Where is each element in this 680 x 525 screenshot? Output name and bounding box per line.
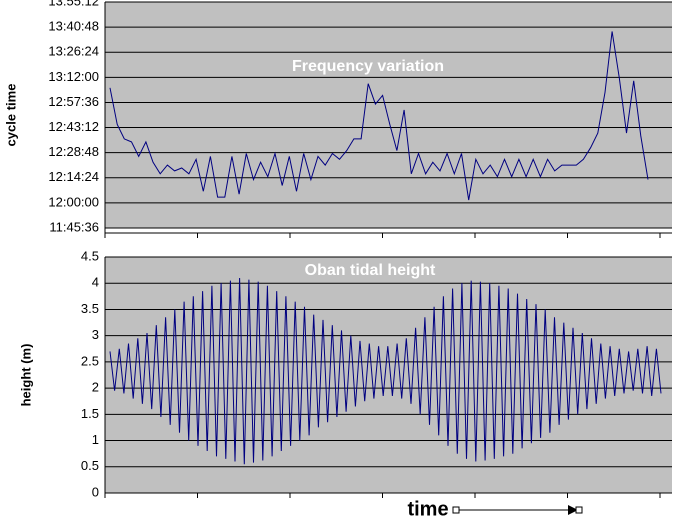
plot-area [105, 2, 672, 228]
chart-title: Oban tidal height [305, 262, 436, 279]
y-tick-label: 12:00:00 [48, 194, 99, 209]
y-tick-label: 4 [92, 275, 99, 290]
y-tick-label: 12:28:48 [48, 144, 99, 159]
arrow-head [568, 505, 578, 515]
data-line [109, 277, 662, 465]
y-tick-label: 1 [92, 432, 99, 447]
y-tick-label: 12:57:36 [48, 94, 99, 109]
y-tick-label: 3 [92, 327, 99, 342]
y-tick-label: 0 [92, 484, 99, 499]
y-tick-label: 13:26:24 [48, 44, 99, 59]
y-tick-label: 12:14:24 [48, 169, 99, 184]
y-tick-label: 13:40:48 [48, 19, 99, 34]
annotation: time [407, 498, 448, 520]
y-tick-label: 0.5 [81, 458, 99, 473]
y-tick-label: 4.5 [81, 248, 99, 263]
charts: 11:45:36 12:00:00 12:14:24 12:28:48 12:43:12… [3, 0, 672, 520]
y-axis-label: cycle time [3, 84, 18, 147]
y-tick-label: 3.5 [81, 301, 99, 316]
plot-area [105, 257, 672, 493]
y-tick-label: 2.5 [81, 353, 99, 368]
y-axis-label: height (m) [18, 344, 33, 407]
arrow-end [575, 506, 583, 514]
y-tick-label: 11:45:36 [49, 219, 99, 234]
y-tick-label: 13:55:12 [48, 0, 99, 8]
y-tick-label: 2 [92, 380, 99, 395]
data-line [109, 31, 649, 201]
chart-title: Frequency variation [292, 58, 444, 75]
y-tick-label: 1.5 [81, 406, 99, 421]
y-tick-label: 13:12:00 [48, 69, 99, 84]
y-tick-label: 12:43:12 [48, 119, 99, 134]
arrow-start [452, 506, 460, 514]
